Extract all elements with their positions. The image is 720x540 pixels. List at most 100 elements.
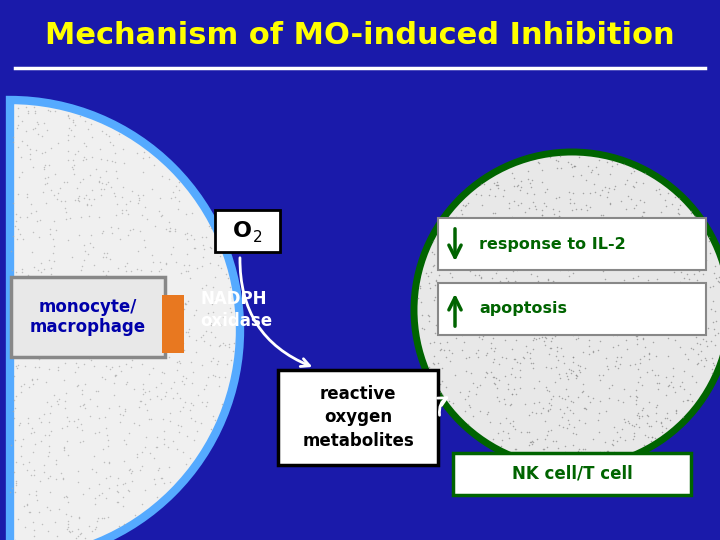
Point (704, 282, 716, 291)
Point (565, 160, 577, 168)
Point (567, 358, 579, 367)
Point (45, 230, 56, 239)
Point (19, 317, 30, 326)
Point (521, 347, 532, 356)
Point (527, 256, 539, 265)
Point (424, 339, 436, 348)
Point (100, 180, 112, 188)
Point (192, 390, 204, 399)
Point (10, 210, 22, 218)
Point (567, 172, 579, 180)
Point (468, 316, 480, 325)
Point (50, 226, 62, 235)
Point (99, 286, 111, 295)
Point (684, 245, 696, 254)
Point (132, 191, 144, 200)
Point (585, 203, 596, 212)
Point (202, 372, 214, 381)
Point (102, 430, 113, 439)
Point (618, 160, 630, 169)
Point (601, 157, 613, 166)
Bar (438, 218, 706, 270)
Point (649, 286, 661, 295)
Point (562, 224, 573, 233)
Point (127, 355, 138, 364)
Point (465, 315, 477, 323)
Point (631, 335, 643, 343)
Point (563, 271, 575, 280)
Point (133, 196, 145, 205)
Point (609, 181, 621, 190)
Point (520, 319, 531, 328)
Point (26, 375, 37, 384)
Point (541, 185, 552, 194)
Point (552, 157, 564, 165)
Point (678, 367, 690, 376)
Point (110, 167, 122, 176)
Point (679, 215, 690, 224)
Point (207, 308, 219, 316)
Point (712, 276, 720, 285)
Point (639, 208, 650, 217)
Point (471, 317, 482, 326)
Point (20, 126, 32, 135)
Point (660, 251, 672, 259)
Point (109, 158, 121, 167)
Point (472, 281, 484, 290)
Point (120, 360, 132, 368)
Point (695, 355, 706, 364)
Point (602, 188, 613, 197)
Point (86, 132, 98, 141)
Point (523, 411, 534, 420)
Point (77, 401, 89, 409)
Point (441, 260, 453, 269)
Point (508, 253, 519, 262)
Point (207, 300, 218, 308)
Point (161, 312, 173, 321)
Point (516, 177, 527, 186)
Point (150, 383, 162, 391)
Point (492, 296, 503, 305)
Point (151, 442, 163, 451)
Point (587, 280, 598, 289)
Point (163, 353, 175, 362)
Point (435, 345, 446, 353)
Point (120, 407, 131, 416)
Point (697, 226, 708, 234)
Point (174, 427, 185, 436)
Point (450, 371, 462, 380)
Point (101, 249, 112, 258)
Point (24, 145, 35, 153)
Point (180, 230, 192, 239)
Point (45, 402, 57, 410)
Point (527, 359, 539, 368)
Point (134, 397, 145, 406)
Point (607, 441, 618, 449)
Point (12, 296, 24, 305)
Point (9, 488, 21, 497)
Point (479, 373, 490, 381)
Point (637, 334, 649, 342)
Point (649, 434, 660, 442)
Point (427, 262, 438, 271)
Point (155, 347, 166, 356)
Point (500, 413, 512, 422)
Point (569, 162, 580, 171)
Point (570, 315, 581, 324)
Point (590, 234, 601, 242)
Point (572, 447, 584, 455)
Point (545, 344, 557, 353)
Point (506, 390, 518, 399)
Point (564, 406, 576, 414)
Point (17, 167, 28, 176)
Point (463, 401, 474, 409)
Point (519, 329, 531, 338)
Point (585, 168, 597, 177)
Point (503, 380, 514, 389)
Point (567, 353, 579, 361)
Point (444, 346, 455, 354)
Point (495, 217, 507, 226)
Bar (278, 370, 438, 465)
Point (516, 198, 527, 207)
Point (523, 204, 534, 213)
